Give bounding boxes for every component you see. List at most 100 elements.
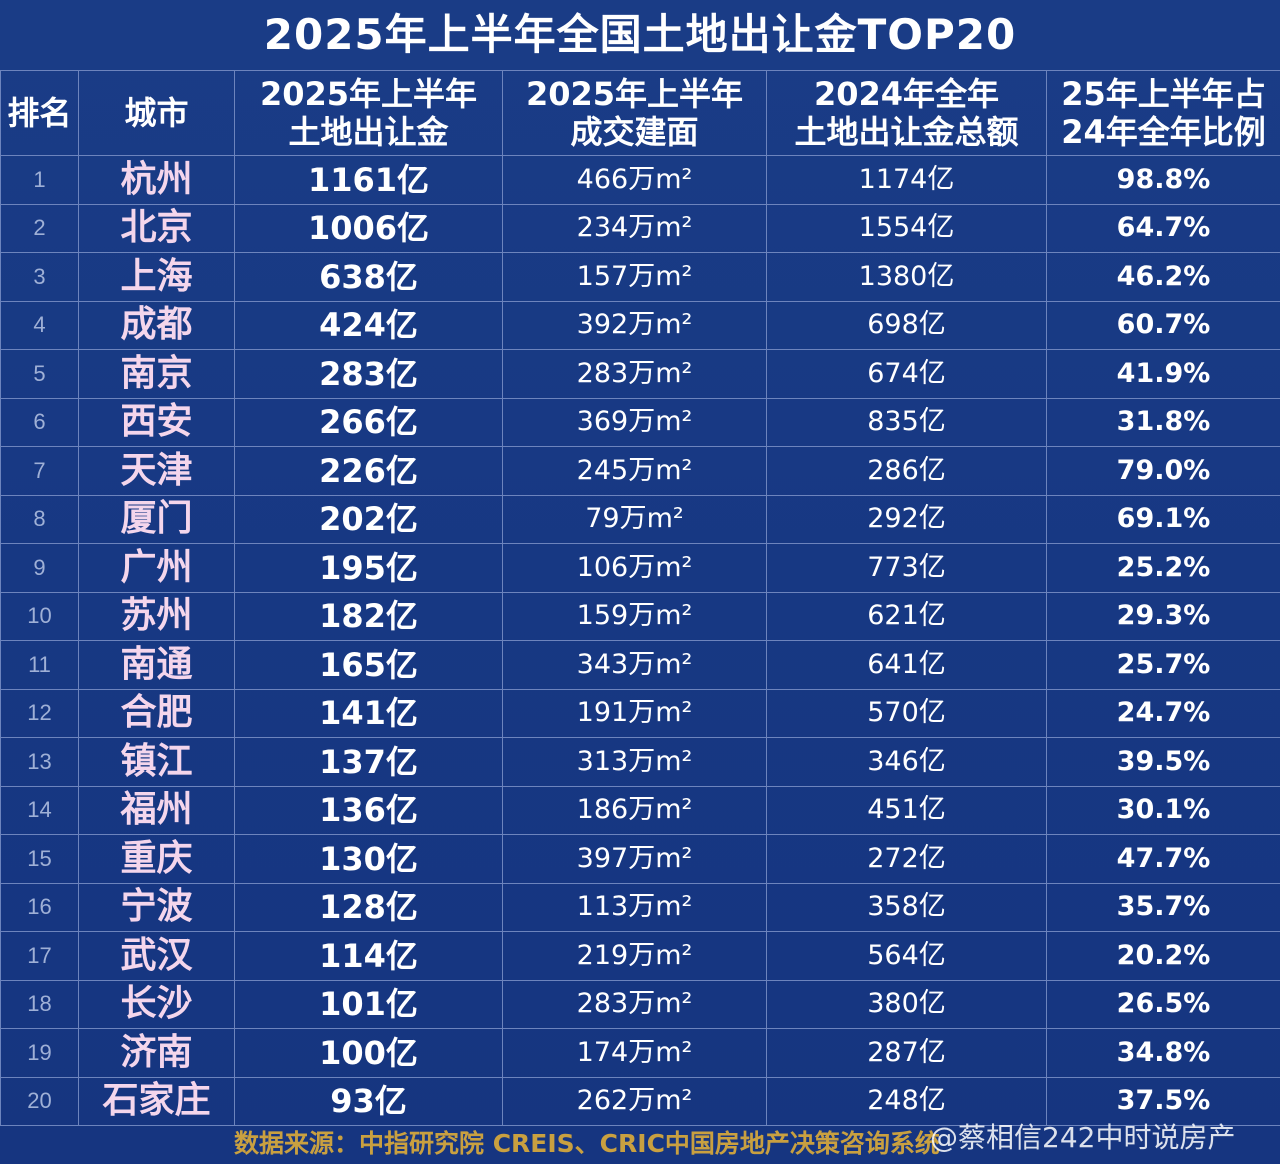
cell-ratio: 69.1% [1046, 494, 1280, 544]
cell-land-sale-amount: 93亿 [234, 1076, 503, 1126]
cell-2024-total: 641亿 [766, 640, 1047, 690]
cell-floor-area: 466万m² [502, 155, 767, 205]
cell-floor-area: 392万m² [502, 300, 767, 350]
cell-city: 重庆 [78, 834, 235, 884]
cell-land-sale-amount: 100亿 [234, 1028, 503, 1078]
data-table: 排名 城市 2025年上半年 土地出让金 2025年上半年 成交建面 2024年… [0, 70, 1280, 1126]
cell-2024-total: 773亿 [766, 543, 1047, 593]
cell-city: 镇江 [78, 737, 235, 787]
cell-ratio: 20.2% [1046, 931, 1280, 981]
table-row: 15 重庆 130亿 397万m² 272亿 47.7% [0, 834, 1280, 884]
cell-2024-total: 1380亿 [766, 252, 1047, 302]
cell-city: 成都 [78, 300, 235, 350]
cell-city: 广州 [78, 543, 235, 593]
cell-2024-total: 1174亿 [766, 155, 1047, 205]
table-row: 10 苏州 182亿 159万m² 621亿 29.3% [0, 591, 1280, 641]
header-area-line2: 成交建面 [570, 113, 699, 151]
cell-ratio: 30.1% [1046, 785, 1280, 835]
watermark: @蔡相信242中时说房产 [930, 1121, 1236, 1154]
cell-floor-area: 186万m² [502, 785, 767, 835]
cell-floor-area: 283万m² [502, 349, 767, 399]
table-row: 4 成都 424亿 392万m² 698亿 60.7% [0, 300, 1280, 350]
cell-city: 长沙 [78, 979, 235, 1029]
cell-2024-total: 248亿 [766, 1076, 1047, 1126]
table-row: 11 南通 165亿 343万m² 641亿 25.7% [0, 640, 1280, 690]
cell-city: 福州 [78, 785, 235, 835]
cell-rank: 13 [0, 737, 79, 787]
header-ratio-line2: 24年全年比例 [1061, 113, 1266, 151]
cell-land-sale-amount: 128亿 [234, 882, 503, 932]
cell-land-sale-amount: 266亿 [234, 397, 503, 447]
header-total: 2024年全年 土地出让金总额 [766, 70, 1047, 156]
cell-city: 合肥 [78, 688, 235, 738]
cell-ratio: 60.7% [1046, 300, 1280, 350]
header-area-line1: 2025年上半年 [525, 75, 744, 113]
cell-floor-area: 343万m² [502, 640, 767, 690]
cell-rank: 10 [0, 591, 79, 641]
cell-ratio: 26.5% [1046, 979, 1280, 1029]
header-ratio-line1: 25年上半年占 [1061, 75, 1266, 113]
cell-land-sale-amount: 1006亿 [234, 203, 503, 253]
cell-land-sale-amount: 114亿 [234, 931, 503, 981]
cell-ratio: 25.7% [1046, 640, 1280, 690]
table-row: 8 厦门 202亿 79万m² 292亿 69.1% [0, 494, 1280, 544]
cell-floor-area: 191万m² [502, 688, 767, 738]
cell-city: 宁波 [78, 882, 235, 932]
table-row: 6 西安 266亿 369万m² 835亿 31.8% [0, 397, 1280, 447]
cell-ratio: 41.9% [1046, 349, 1280, 399]
cell-rank: 7 [0, 446, 79, 496]
cell-2024-total: 380亿 [766, 979, 1047, 1029]
table-row: 2 北京 1006亿 234万m² 1554亿 64.7% [0, 203, 1280, 253]
cell-ratio: 24.7% [1046, 688, 1280, 738]
cell-ratio: 25.2% [1046, 543, 1280, 593]
cell-rank: 9 [0, 543, 79, 593]
cell-land-sale-amount: 1161亿 [234, 155, 503, 205]
cell-rank: 17 [0, 931, 79, 981]
cell-2024-total: 1554亿 [766, 203, 1047, 253]
header-amount-line1: 2025年上半年 [259, 75, 478, 113]
cell-floor-area: 157万m² [502, 252, 767, 302]
cell-city: 西安 [78, 397, 235, 447]
cell-ratio: 46.2% [1046, 252, 1280, 302]
cell-land-sale-amount: 195亿 [234, 543, 503, 593]
cell-2024-total: 621亿 [766, 591, 1047, 641]
cell-rank: 19 [0, 1028, 79, 1078]
cell-city: 武汉 [78, 931, 235, 981]
cell-rank: 4 [0, 300, 79, 350]
cell-2024-total: 674亿 [766, 349, 1047, 399]
cell-city: 天津 [78, 446, 235, 496]
cell-land-sale-amount: 137亿 [234, 737, 503, 787]
cell-rank: 3 [0, 252, 79, 302]
cell-ratio: 31.8% [1046, 397, 1280, 447]
cell-land-sale-amount: 141亿 [234, 688, 503, 738]
cell-rank: 11 [0, 640, 79, 690]
cell-land-sale-amount: 136亿 [234, 785, 503, 835]
cell-rank: 14 [0, 785, 79, 835]
cell-2024-total: 570亿 [766, 688, 1047, 738]
header-area: 2025年上半年 成交建面 [502, 70, 767, 156]
cell-floor-area: 234万m² [502, 203, 767, 253]
cell-floor-area: 245万m² [502, 446, 767, 496]
cell-land-sale-amount: 165亿 [234, 640, 503, 690]
header-amount-line2: 土地出让金 [288, 113, 449, 151]
cell-ratio: 34.8% [1046, 1028, 1280, 1078]
cell-rank: 18 [0, 979, 79, 1029]
cell-2024-total: 346亿 [766, 737, 1047, 787]
table-row: 5 南京 283亿 283万m² 674亿 41.9% [0, 349, 1280, 399]
table-row: 7 天津 226亿 245万m² 286亿 79.0% [0, 446, 1280, 496]
cell-floor-area: 159万m² [502, 591, 767, 641]
cell-city: 南京 [78, 349, 235, 399]
table-row: 3 上海 638亿 157万m² 1380亿 46.2% [0, 252, 1280, 302]
chart-title: 2025年上半年全国土地出让金TOP20 [263, 10, 1017, 59]
cell-land-sale-amount: 638亿 [234, 252, 503, 302]
cell-2024-total: 286亿 [766, 446, 1047, 496]
cell-land-sale-amount: 424亿 [234, 300, 503, 350]
header-total-line1: 2024年全年 [813, 75, 1000, 113]
cell-floor-area: 397万m² [502, 834, 767, 884]
cell-rank: 1 [0, 155, 79, 205]
cell-floor-area: 219万m² [502, 931, 767, 981]
header-rank: 排名 [0, 70, 79, 156]
cell-floor-area: 369万m² [502, 397, 767, 447]
cell-2024-total: 698亿 [766, 300, 1047, 350]
